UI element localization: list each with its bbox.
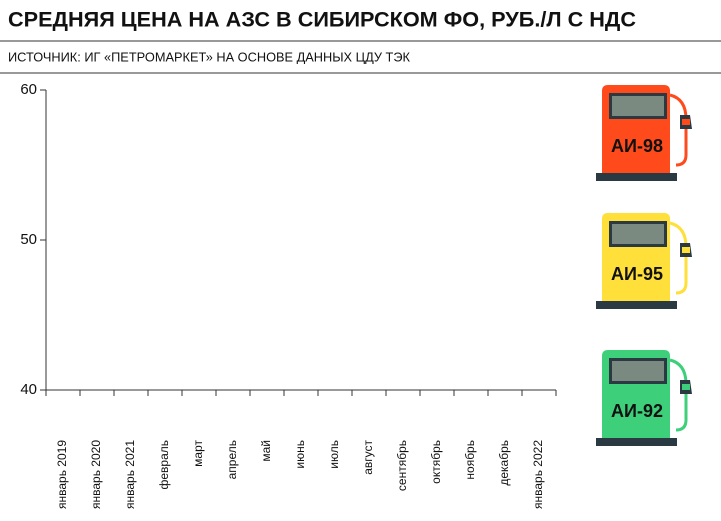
x-tick-label: январь 2022: [531, 440, 545, 509]
pump-base: [596, 438, 677, 446]
y-tick-label: 40: [20, 381, 37, 398]
chart-title: СРЕДНЯЯ ЦЕНА НА АЗС В СИБИРСКОМ ФО, РУБ.…: [8, 9, 636, 32]
pump-base: [596, 301, 677, 309]
x-tick-label: декабрь: [497, 440, 511, 486]
x-tick-label: февраль: [157, 440, 171, 490]
x-tick-label: июль: [327, 440, 341, 469]
legend-label: АИ-95: [611, 264, 663, 284]
y-tick-label: 60: [20, 81, 37, 98]
x-tick-label: май: [259, 440, 273, 462]
y-tick-label: 50: [20, 231, 37, 248]
pump-nozzle-tip: [682, 247, 690, 253]
legend-pump: АИ-95: [596, 213, 692, 309]
pump-hose: [669, 221, 688, 295]
x-tick-label: январь 2019: [55, 440, 69, 509]
x-tick-label: январь 2020: [89, 440, 103, 509]
pump-screen-inner: [612, 96, 664, 116]
pump-nozzle-tip: [682, 119, 690, 125]
pump-nozzle-tip: [682, 384, 690, 390]
x-tick-label: август: [361, 440, 375, 475]
pump-hose: [669, 93, 688, 167]
x-tick-label: июнь: [293, 440, 307, 469]
chart-subtitle: ИСТОЧНИК: ИГ «ПЕТРОМАРКЕТ» НА ОСНОВЕ ДАН…: [8, 49, 410, 64]
x-tick-label: сентябрь: [395, 440, 409, 491]
pump-screen-inner: [612, 224, 664, 244]
pump-hose: [669, 358, 688, 432]
legend-label: АИ-92: [611, 401, 663, 421]
x-tick-label: апрель: [225, 440, 239, 479]
x-tick-label: ноябрь: [463, 440, 477, 480]
legend-pump: АИ-92: [596, 350, 692, 446]
x-tick-label: октябрь: [429, 440, 443, 484]
x-tick-label: март: [191, 440, 205, 467]
legend-pump: АИ-98: [596, 85, 692, 181]
x-tick-label: январь 2021: [123, 440, 137, 509]
pump-base: [596, 173, 677, 181]
pump-screen-inner: [612, 361, 664, 381]
legend-label: АИ-98: [611, 136, 663, 156]
